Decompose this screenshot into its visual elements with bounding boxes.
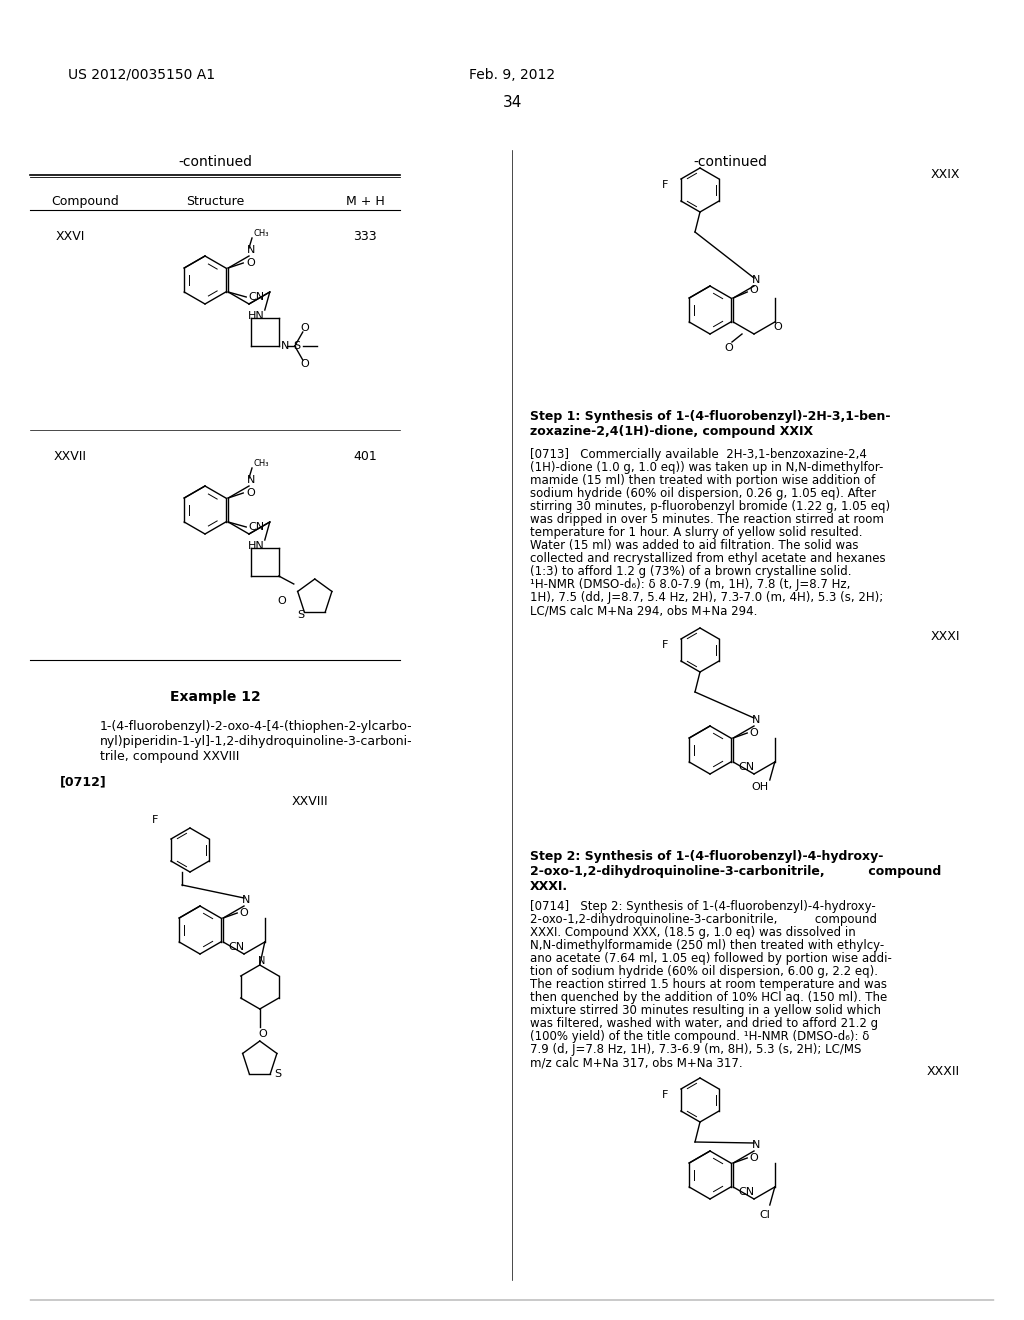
Text: M + H: M + H — [346, 195, 384, 209]
Text: XXIX: XXIX — [931, 168, 961, 181]
Text: collected and recrystallized from ethyl acetate and hexanes: collected and recrystallized from ethyl … — [530, 552, 886, 565]
Text: XXVII: XXVII — [53, 450, 86, 463]
Text: 401: 401 — [353, 450, 377, 463]
Text: was dripped in over 5 minutes. The reaction stirred at room: was dripped in over 5 minutes. The react… — [530, 513, 884, 525]
Text: Feb. 9, 2012: Feb. 9, 2012 — [469, 69, 555, 82]
Text: XXXII: XXXII — [927, 1065, 961, 1078]
Text: N: N — [752, 1140, 760, 1150]
Text: O: O — [750, 729, 758, 738]
Text: ano acetate (7.64 ml, 1.05 eq) followed by portion wise addi-: ano acetate (7.64 ml, 1.05 eq) followed … — [530, 952, 892, 965]
Text: CN: CN — [738, 1187, 755, 1197]
Text: CH₃: CH₃ — [253, 230, 268, 239]
Text: XXVIII: XXVIII — [292, 795, 329, 808]
Text: O: O — [258, 1030, 267, 1039]
Text: Step 1: Synthesis of 1-(4-fluorobenzyl)-2H-3,1-ben-
zoxazine-2,4(1H)-dione, comp: Step 1: Synthesis of 1-(4-fluorobenzyl)-… — [530, 411, 891, 438]
Text: CN: CN — [228, 942, 245, 952]
Text: mixture stirred 30 minutes resulting in a yellow solid which: mixture stirred 30 minutes resulting in … — [530, 1005, 881, 1016]
Text: was filtered, washed with water, and dried to afford 21.2 g: was filtered, washed with water, and dri… — [530, 1016, 879, 1030]
Text: Example 12: Example 12 — [170, 690, 260, 704]
Text: mamide (15 ml) then treated with portion wise addition of: mamide (15 ml) then treated with portion… — [530, 474, 876, 487]
Text: 1H), 7.5 (dd, J=8.7, 5.4 Hz, 2H), 7.3-7.0 (m, 4H), 5.3 (s, 2H);: 1H), 7.5 (dd, J=8.7, 5.4 Hz, 2H), 7.3-7.… — [530, 591, 884, 605]
Text: OH: OH — [752, 781, 768, 792]
Text: Water (15 ml) was added to aid filtration. The solid was: Water (15 ml) was added to aid filtratio… — [530, 539, 858, 552]
Text: F: F — [152, 814, 158, 825]
Text: HN: HN — [248, 312, 264, 321]
Text: (1H)-dione (1.0 g, 1.0 eq)) was taken up in N,N-dimethylfor-: (1H)-dione (1.0 g, 1.0 eq)) was taken up… — [530, 461, 884, 474]
Text: tion of sodium hydride (60% oil dispersion, 6.00 g, 2.2 eq).: tion of sodium hydride (60% oil dispersi… — [530, 965, 878, 978]
Text: ¹H-NMR (DMSO-d₆): δ 8.0-7.9 (m, 1H), 7.8 (t, J=8.7 Hz,: ¹H-NMR (DMSO-d₆): δ 8.0-7.9 (m, 1H), 7.8… — [530, 578, 850, 591]
Text: (1:3) to afford 1.2 g (73%) of a brown crystalline solid.: (1:3) to afford 1.2 g (73%) of a brown c… — [530, 565, 852, 578]
Text: O: O — [300, 323, 309, 333]
Text: (100% yield) of the title compound. ¹H-NMR (DMSO-d₆): δ: (100% yield) of the title compound. ¹H-N… — [530, 1030, 869, 1043]
Text: 2-oxo-1,2-dihydroquinoline-3-carbonitrile,          compound: 2-oxo-1,2-dihydroquinoline-3-carbonitril… — [530, 913, 877, 927]
Text: [0714]   Step 2: Synthesis of 1-(4-fluorobenzyl)-4-hydroxy-: [0714] Step 2: Synthesis of 1-(4-fluorob… — [530, 900, 876, 913]
Text: The reaction stirred 1.5 hours at room temperature and was: The reaction stirred 1.5 hours at room t… — [530, 978, 887, 991]
Text: F: F — [662, 640, 669, 649]
Text: CN: CN — [738, 762, 755, 772]
Text: F: F — [662, 180, 669, 190]
Text: -continued: -continued — [693, 154, 767, 169]
Text: LC/MS calc M+Na 294, obs M+Na 294.: LC/MS calc M+Na 294, obs M+Na 294. — [530, 605, 758, 616]
Text: m/z calc M+Na 317, obs M+Na 317.: m/z calc M+Na 317, obs M+Na 317. — [530, 1056, 742, 1069]
Text: XXXI. Compound XXX, (18.5 g, 1.0 eq) was dissolved in: XXXI. Compound XXX, (18.5 g, 1.0 eq) was… — [530, 927, 856, 939]
Text: N: N — [258, 956, 265, 966]
Text: -continued: -continued — [178, 154, 252, 169]
Text: US 2012/0035150 A1: US 2012/0035150 A1 — [68, 69, 215, 82]
Text: Cl: Cl — [760, 1210, 770, 1220]
Text: CN: CN — [248, 292, 264, 302]
Text: 1-(4-fluorobenzyl)-2-oxo-4-[4-(thiophen-2-ylcarbo-
nyl)piperidin-1-yl]-1,2-dihyd: 1-(4-fluorobenzyl)-2-oxo-4-[4-(thiophen-… — [100, 719, 413, 763]
Text: O: O — [750, 285, 758, 294]
Text: Structure: Structure — [186, 195, 244, 209]
Text: O: O — [240, 908, 248, 917]
Text: N: N — [752, 715, 760, 725]
Text: N: N — [242, 895, 250, 906]
Text: Compound: Compound — [51, 195, 119, 209]
Text: [0712]: [0712] — [60, 775, 106, 788]
Text: N,N-dimethylformamide (250 ml) then treated with ethylcy-: N,N-dimethylformamide (250 ml) then trea… — [530, 939, 885, 952]
Text: CN: CN — [248, 521, 264, 532]
Text: N: N — [752, 275, 760, 285]
Text: Step 2: Synthesis of 1-(4-fluorobenzyl)-4-hydroxy-
2-oxo-1,2-dihydroquinoline-3-: Step 2: Synthesis of 1-(4-fluorobenzyl)-… — [530, 850, 941, 894]
Text: N: N — [281, 341, 289, 351]
Text: XXXI: XXXI — [931, 630, 961, 643]
Text: XXVI: XXVI — [55, 230, 85, 243]
Text: O: O — [773, 322, 782, 333]
Text: sodium hydride (60% oil dispersion, 0.26 g, 1.05 eq). After: sodium hydride (60% oil dispersion, 0.26… — [530, 487, 877, 500]
Text: S: S — [297, 610, 304, 620]
Text: then quenched by the addition of 10% HCl aq. (150 ml). The: then quenched by the addition of 10% HCl… — [530, 991, 887, 1005]
Text: HN: HN — [248, 541, 264, 550]
Text: stirring 30 minutes, p-fluorobenzyl bromide (1.22 g, 1.05 eq): stirring 30 minutes, p-fluorobenzyl brom… — [530, 500, 890, 513]
Text: O: O — [278, 597, 286, 606]
Text: CH₃: CH₃ — [253, 459, 268, 469]
Text: O: O — [246, 257, 255, 268]
Text: N: N — [247, 475, 255, 484]
Text: 7.9 (d, J=7.8 Hz, 1H), 7.3-6.9 (m, 8H), 5.3 (s, 2H); LC/MS: 7.9 (d, J=7.8 Hz, 1H), 7.3-6.9 (m, 8H), … — [530, 1043, 861, 1056]
Text: O: O — [725, 343, 733, 352]
Text: [0713]   Commercially available  2H-3,1-benzoxazine-2,4: [0713] Commercially available 2H-3,1-ben… — [530, 447, 867, 461]
Text: S: S — [274, 1069, 282, 1078]
Text: S: S — [293, 341, 300, 351]
Text: 34: 34 — [503, 95, 521, 110]
Text: O: O — [300, 359, 309, 370]
Text: O: O — [750, 1152, 758, 1163]
Text: temperature for 1 hour. A slurry of yellow solid resulted.: temperature for 1 hour. A slurry of yell… — [530, 525, 862, 539]
Text: N: N — [247, 246, 255, 255]
Text: O: O — [246, 488, 255, 498]
Text: F: F — [662, 1090, 669, 1100]
Text: 333: 333 — [353, 230, 377, 243]
